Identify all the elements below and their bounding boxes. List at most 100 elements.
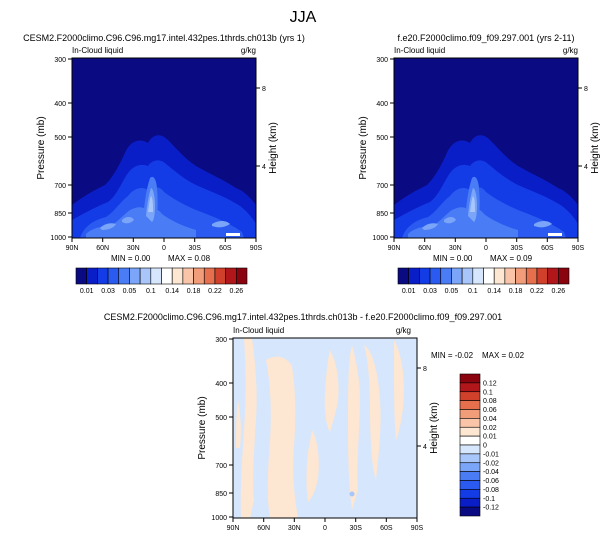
x-tick-label: 60N — [257, 525, 270, 532]
colorbar-tick-label: 0.1 — [483, 389, 493, 396]
panel-difference-x-axis: 90N 60N 30N 0 30S 60S 90S — [227, 518, 424, 532]
x-tick-label: 30N — [127, 245, 140, 252]
y-right-tick-label: 8 — [584, 86, 588, 93]
colorbar-swatch — [107, 267, 120, 285]
panel-control-title: f.e20.F2000climo.f09_f09.297.001 (yrs 2-… — [398, 33, 575, 43]
colorbar-swatch — [408, 267, 420, 285]
y-right-axis-label: Height (km) — [268, 122, 279, 174]
colorbar-tick-label: 0.04 — [483, 416, 497, 423]
colorbar-swatch — [461, 267, 474, 285]
colorbar-tick-label: 0.03 — [101, 288, 115, 295]
colorbar-swatch — [139, 267, 152, 285]
colorbar-swatch — [397, 267, 409, 285]
y-tick-label: 1000 — [50, 235, 66, 242]
min-label: MIN = 0.00 — [433, 254, 473, 263]
colorbar-swatch — [459, 453, 481, 464]
y-tick-label: 850 — [376, 211, 388, 218]
colorbar-swatch — [440, 267, 452, 285]
colorbar-tick-label: -0.06 — [483, 478, 499, 485]
colorbar-swatch — [459, 489, 481, 499]
colorbar-swatch — [459, 391, 481, 401]
colorbar-swatch — [129, 267, 141, 285]
y-right-axis-label: Height (km) — [429, 402, 440, 454]
panel-control-colorbar: 0.01 0.03 0.05 0.1 0.14 0.18 0.22 0.26 — [397, 267, 570, 295]
colorbar-swatch — [472, 267, 484, 285]
colorbar-tick-label: 0.26 — [552, 288, 566, 295]
x-tick-label: 30S — [188, 245, 201, 252]
y-tick-label: 500 — [54, 135, 66, 142]
colorbar-swatch — [97, 267, 109, 285]
panel-model-x-axis: 90N 60N 30N 0 30S 60S 90S — [66, 238, 263, 252]
x-tick-label: 30S — [510, 245, 523, 252]
y-right-tick-label: 4 — [423, 444, 427, 451]
colorbar-tick-label: 0.1 — [146, 288, 156, 295]
y-right-tick-label: 8 — [423, 366, 427, 373]
colorbar-swatch — [86, 267, 98, 285]
colorbar-tick-label: -0.02 — [483, 460, 499, 467]
colorbar-tick-label: 0.18 — [187, 288, 201, 295]
colorbar-tick-label: -0.08 — [483, 487, 499, 494]
colorbar-swatch — [547, 267, 559, 285]
colorbar-swatch — [161, 267, 173, 285]
panel-model-y-axis: 300 400 500 700 850 1000 Pressure (mb) — [36, 57, 72, 242]
panel-model-field — [72, 58, 256, 238]
colorbar-swatch — [459, 373, 481, 384]
panel-difference-units-label: g/kg — [396, 326, 411, 335]
y-axis-label: Pressure (mb) — [36, 116, 47, 179]
x-tick-label: 90S — [572, 245, 585, 252]
y-tick-label: 300 — [54, 57, 66, 64]
x-tick-label: 30S — [349, 525, 362, 532]
colorbar-swatch — [429, 267, 442, 285]
colorbar-tick-label: 0.22 — [530, 288, 544, 295]
colorbar-tick-label: 0.14 — [487, 288, 501, 295]
y-tick-label: 400 — [54, 101, 66, 108]
panel-control-x-axis: 90N 60N 30N 0 30S 60S 90S — [388, 238, 585, 252]
panel-difference-right-axis: 8 4 Height (km) — [417, 366, 440, 454]
y-right-tick-label: 8 — [262, 86, 266, 93]
colorbar-swatch — [459, 506, 481, 517]
colorbar-swatch — [75, 267, 87, 285]
x-tick-label: 60S — [219, 245, 232, 252]
y-tick-label: 500 — [376, 135, 388, 142]
colorbar-tick-label: 0.01 — [402, 288, 416, 295]
colorbar-tick-label: 0.1 — [468, 288, 478, 295]
panel-control: f.e20.F2000climo.f09_f09.297.001 (yrs 2-… — [358, 33, 601, 295]
colorbar-swatch — [525, 267, 538, 285]
y-tick-label: 850 — [54, 211, 66, 218]
x-tick-label: 90N — [227, 525, 240, 532]
y-tick-label: 300 — [215, 337, 227, 344]
panel-control-right-axis: 8 4 Height (km) — [578, 86, 601, 174]
y-tick-label: 300 — [376, 57, 388, 64]
colorbar-swatch — [203, 267, 216, 285]
max-label: MAX = 0.09 — [490, 254, 533, 263]
panel-difference-variable-label: In-Cloud liquid — [233, 326, 284, 335]
x-tick-label: 0 — [484, 245, 488, 252]
colorbar-swatch — [451, 267, 463, 285]
colorbar-swatch — [150, 267, 162, 285]
colorbar-tick-label: 0.02 — [483, 425, 497, 432]
panel-control-units-label: g/kg — [563, 46, 578, 55]
colorbar-tick-label: -0.12 — [483, 505, 499, 512]
colorbar-swatch — [483, 267, 495, 285]
colorbar-tick-label: 0.03 — [423, 288, 437, 295]
colorbar-swatch — [558, 267, 570, 285]
max-label: MAX = 0.08 — [168, 254, 211, 263]
colorbar-tick-label: 0.26 — [230, 288, 244, 295]
x-tick-label: 0 — [162, 245, 166, 252]
y-tick-label: 700 — [376, 183, 388, 190]
panel-control-field — [394, 58, 578, 238]
page-title: JJA — [290, 9, 317, 26]
colorbar-swatch — [182, 267, 194, 285]
colorbar-swatch — [459, 426, 481, 437]
x-tick-label: 60N — [418, 245, 431, 252]
panel-difference-y-axis: 300 400 500 700 850 1000 Pressure (mb) — [197, 337, 233, 522]
x-tick-label: 0 — [323, 525, 327, 532]
colorbar-swatch — [459, 471, 481, 481]
x-tick-label: 30N — [449, 245, 462, 252]
panel-difference-field — [233, 338, 417, 518]
colorbar-swatch — [118, 267, 130, 285]
colorbar-tick-label: -0.04 — [483, 469, 499, 476]
colorbar-tick-label: 0.08 — [483, 398, 497, 405]
y-axis-label: Pressure (mb) — [358, 116, 369, 179]
